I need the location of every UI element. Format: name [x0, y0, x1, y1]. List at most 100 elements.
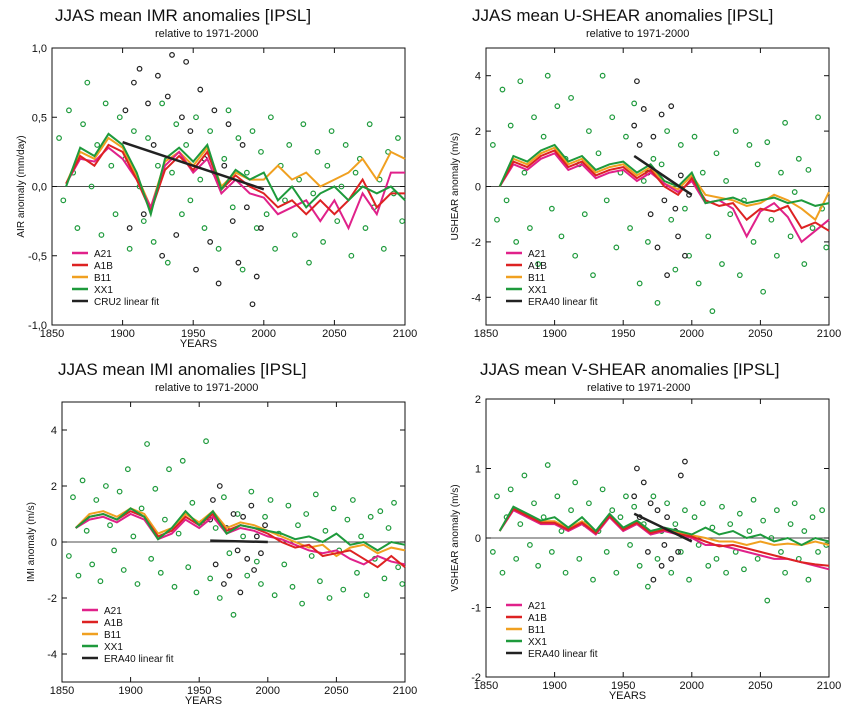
- y-tick-label: 0: [475, 182, 481, 194]
- scatter-point-obs: [126, 225, 133, 231]
- scatter-point-model: [134, 581, 141, 587]
- scatter-point-model: [613, 244, 620, 251]
- scatter-point-model: [609, 507, 616, 514]
- series-line-fit: [633, 512, 693, 543]
- scatter-point-model: [258, 148, 264, 155]
- scatter-point-model: [330, 505, 337, 512]
- scatter-point-model: [258, 581, 264, 587]
- scatter-point-model: [760, 517, 767, 524]
- scatter-point-model: [312, 491, 319, 498]
- scatter-point-model: [102, 100, 109, 107]
- scatter-point-model: [507, 486, 514, 493]
- scatter-point-model: [723, 178, 730, 184]
- series-line-fit: [210, 539, 268, 544]
- scatter-point-obs: [664, 272, 671, 279]
- scatter-point-model: [558, 528, 565, 534]
- scatter-point-model: [782, 119, 788, 126]
- scatter-point-model: [103, 483, 109, 489]
- scatter-point-obs: [253, 533, 260, 540]
- scatter-point-model: [286, 142, 293, 148]
- scatter-point-model: [295, 522, 301, 529]
- scatter-point-model: [544, 72, 551, 79]
- scatter-point-model: [791, 189, 798, 195]
- legend-label: A21: [94, 249, 112, 260]
- chart-svg-imi: 1850 1900 1950 2000 2050 2100 -4 -2 0 2 4 YEARS IMI …: [26, 401, 417, 707]
- scatter-point-model: [126, 245, 133, 252]
- scatter-point-model: [623, 133, 629, 140]
- scatter-point-obs: [661, 542, 668, 548]
- scatter-point-model: [56, 135, 62, 141]
- scatter-point-model: [544, 462, 551, 468]
- x-tick-label: 2000: [680, 680, 704, 692]
- legend-label: ERA40 linear fit: [104, 654, 174, 665]
- chart-subtitle: relative to 1971-2000: [587, 382, 691, 394]
- x-axis-label: YEARS: [185, 695, 222, 707]
- chart-title: JJAS mean U-SHEAR anomalies [IPSL]: [472, 6, 774, 25]
- scatter-point-model: [187, 197, 194, 204]
- scatter-point-model: [342, 142, 349, 148]
- scatter-point-model: [193, 114, 199, 121]
- scatter-point-obs: [640, 479, 647, 486]
- scatter-point-model: [732, 128, 739, 135]
- scatter-point-model: [348, 252, 355, 259]
- scatter-point-model: [381, 575, 388, 582]
- scatter-point-obs: [647, 500, 654, 507]
- y-tick-label: 2: [475, 126, 481, 138]
- scatter-point-model: [60, 197, 67, 204]
- scatter-point-obs: [675, 548, 681, 555]
- scatter-point-model: [130, 128, 137, 135]
- series-line-xx1: [498, 505, 830, 547]
- scatter-point-model: [815, 548, 821, 555]
- scatter-point-model: [736, 272, 743, 279]
- scatter-point-model: [778, 169, 784, 176]
- scatter-point-model: [93, 497, 100, 503]
- scatter-point-model: [535, 562, 542, 569]
- scatter-point-model: [225, 107, 232, 114]
- scatter-point-model: [773, 507, 780, 514]
- scatter-point-obs: [634, 465, 640, 472]
- series-line-a21: [498, 508, 830, 571]
- scatter-point-obs: [220, 581, 227, 587]
- scatter-point-model: [320, 238, 327, 245]
- scatter-point-model: [750, 496, 757, 503]
- scatter-point-model: [220, 494, 227, 501]
- scatter-point-obs: [212, 561, 219, 568]
- scatter-point-model: [795, 155, 802, 162]
- scatter-point-obs: [631, 493, 638, 500]
- scatter-point-model: [249, 128, 256, 135]
- scatter-point-model: [145, 135, 151, 141]
- scatter-point-model: [203, 438, 209, 445]
- scatter-point-model: [161, 516, 168, 523]
- scatter-point-model: [75, 572, 82, 579]
- scatter-point-model: [166, 466, 172, 473]
- scatter-point-model: [267, 114, 274, 121]
- scatter-point-model: [240, 533, 247, 540]
- scatter-point-model: [124, 466, 131, 473]
- scatter-point-model: [499, 86, 506, 93]
- scatter-point-model: [631, 503, 638, 510]
- scatter-point-model: [216, 595, 223, 601]
- scatter-point-obs: [150, 142, 157, 148]
- series-line-b11: [65, 136, 406, 211]
- scatter-point-model: [189, 499, 196, 506]
- series-line-fit: [122, 141, 265, 191]
- scatter-point-model: [494, 216, 500, 223]
- scatter-point-model: [179, 211, 185, 218]
- x-tick-label: 1900: [542, 680, 566, 692]
- y-tick-label: 4: [475, 71, 481, 83]
- scatter-point-model: [558, 233, 565, 240]
- scatter-point-obs: [258, 225, 264, 231]
- scatter-point-model: [267, 497, 274, 503]
- scatter-point-model: [201, 225, 208, 231]
- scatter-point-model: [562, 569, 569, 576]
- scatter-point-model: [285, 502, 292, 509]
- scatter-point-obs: [226, 572, 233, 579]
- x-tick-label: 1900: [542, 328, 566, 340]
- scatter-point-model: [221, 155, 228, 162]
- scatter-point-model: [709, 308, 716, 315]
- y-tick-label: -2: [471, 672, 481, 684]
- scatter-point-model: [179, 457, 186, 464]
- legend-label: A21: [104, 606, 122, 617]
- scatter-point-model: [391, 499, 397, 506]
- scatter-point-obs: [668, 555, 675, 562]
